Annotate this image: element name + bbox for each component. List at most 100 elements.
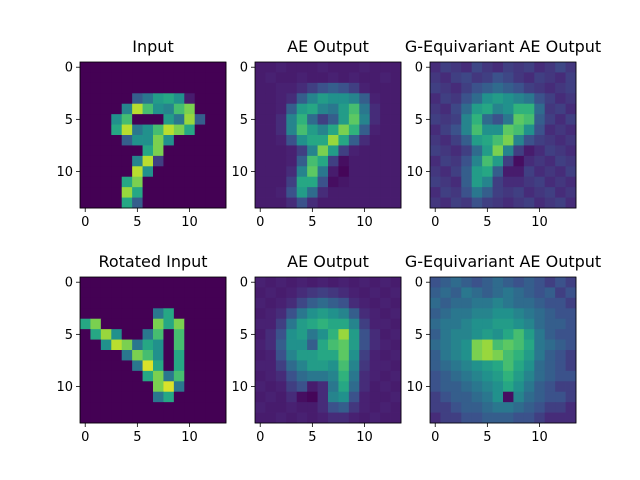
heatmap-cell (555, 93, 566, 105)
heatmap-cell (471, 350, 483, 361)
heatmap-cell (503, 297, 514, 309)
heatmap-cell (359, 124, 371, 136)
heatmap-cell (90, 135, 102, 146)
heatmap-cell (184, 318, 196, 330)
heatmap-cell (205, 166, 216, 178)
heatmap-cell (163, 287, 175, 299)
heatmap-cell (390, 318, 402, 330)
x-tick-label: 0 (431, 215, 439, 230)
heatmap-cell (296, 62, 308, 73)
heatmap-cell (215, 82, 227, 94)
heatmap-cell (90, 287, 102, 299)
heatmap-cell (534, 114, 546, 125)
heatmap-cell (121, 197, 133, 209)
heatmap-cell (544, 176, 556, 188)
heatmap-cell (523, 391, 535, 403)
heatmap-cell (503, 114, 514, 125)
heatmap-cell (534, 360, 546, 372)
heatmap-cell (100, 402, 112, 413)
heatmap-cell (90, 176, 102, 188)
heatmap-cell (430, 187, 441, 198)
heatmap-cell (430, 402, 441, 413)
heatmap-cell (194, 93, 206, 105)
heatmap-cell (255, 197, 266, 209)
heatmap-cell (328, 62, 339, 73)
heatmap-cell (275, 381, 287, 393)
heatmap-cell (317, 62, 329, 73)
heatmap-cell (215, 277, 227, 288)
heatmap-cell (461, 370, 473, 382)
heatmap-cell (482, 62, 493, 73)
heatmap-cell (523, 329, 535, 340)
heatmap-cell (348, 103, 360, 115)
heatmap-cell (255, 370, 266, 382)
heatmap-cell (482, 412, 493, 424)
heatmap-cell (450, 176, 462, 188)
heatmap-cell (255, 381, 266, 393)
heatmap-cell (492, 124, 504, 136)
heatmap-cell (296, 82, 308, 94)
heatmap-cell (565, 329, 577, 340)
heatmap-cell (194, 124, 206, 136)
heatmap-cell (380, 350, 391, 361)
heatmap-cell (286, 62, 298, 73)
heatmap-cell (142, 176, 154, 188)
heatmap-cell (184, 114, 196, 125)
heatmap-cell (513, 103, 525, 115)
heatmap-cell (471, 318, 483, 330)
heatmap-cell (471, 82, 483, 94)
heatmap-cell (111, 370, 123, 382)
heatmap-cell (121, 412, 133, 424)
heatmap-cell (338, 308, 350, 320)
heatmap-cell (317, 381, 329, 393)
heatmap-cell (142, 93, 154, 105)
heatmap-cell (348, 308, 360, 320)
heatmap-cell (296, 297, 308, 309)
heatmap-cell (461, 318, 473, 330)
heatmap-cell (265, 297, 277, 309)
heatmap-cell (205, 197, 216, 209)
heatmap-cell (359, 329, 371, 340)
heatmap-cell (471, 145, 483, 157)
heatmap-cell (430, 412, 441, 424)
heatmap-cell (369, 145, 381, 157)
heatmap-cell (369, 297, 381, 309)
heatmap-cell (534, 135, 546, 146)
y-tick-label: 10 (231, 380, 248, 395)
heatmap-cell (348, 166, 360, 178)
heatmap-cell (328, 135, 339, 146)
heatmap-cell (565, 197, 577, 209)
heatmap-cell (390, 370, 402, 382)
heatmap-cell (111, 145, 123, 157)
heatmap-cell (194, 297, 206, 309)
heatmap-cell (369, 197, 381, 209)
heatmap-cell (194, 318, 206, 330)
heatmap-cell (194, 287, 206, 299)
heatmap-cell (534, 82, 546, 94)
heatmap-cell (153, 391, 164, 403)
heatmap-cell (286, 370, 298, 382)
heatmap-cell (430, 135, 441, 146)
heatmap-cell (359, 297, 371, 309)
heatmap-cell (286, 412, 298, 424)
heatmap-cell (338, 124, 350, 136)
heatmap-cell (461, 62, 473, 73)
heatmap-cell (338, 187, 350, 198)
heatmap-cell (380, 93, 391, 105)
x-tick-label: 10 (181, 430, 198, 445)
heatmap-cell (430, 350, 441, 361)
heatmap-cell (215, 135, 227, 146)
heatmap-cell (255, 187, 266, 198)
heatmap-cell (513, 62, 525, 73)
heatmap-cell (523, 412, 535, 424)
heatmap-cell (265, 62, 277, 73)
heatmap-cell (80, 308, 91, 320)
heatmap-cell (513, 370, 525, 382)
heatmap-cell (534, 381, 546, 393)
heatmap-cell (555, 145, 566, 157)
heatmap-cell (255, 297, 266, 309)
heatmap-cell (534, 145, 546, 157)
heatmap-cell (482, 82, 493, 94)
heatmap-cell (153, 72, 164, 84)
x-tick-label: 5 (133, 430, 141, 445)
